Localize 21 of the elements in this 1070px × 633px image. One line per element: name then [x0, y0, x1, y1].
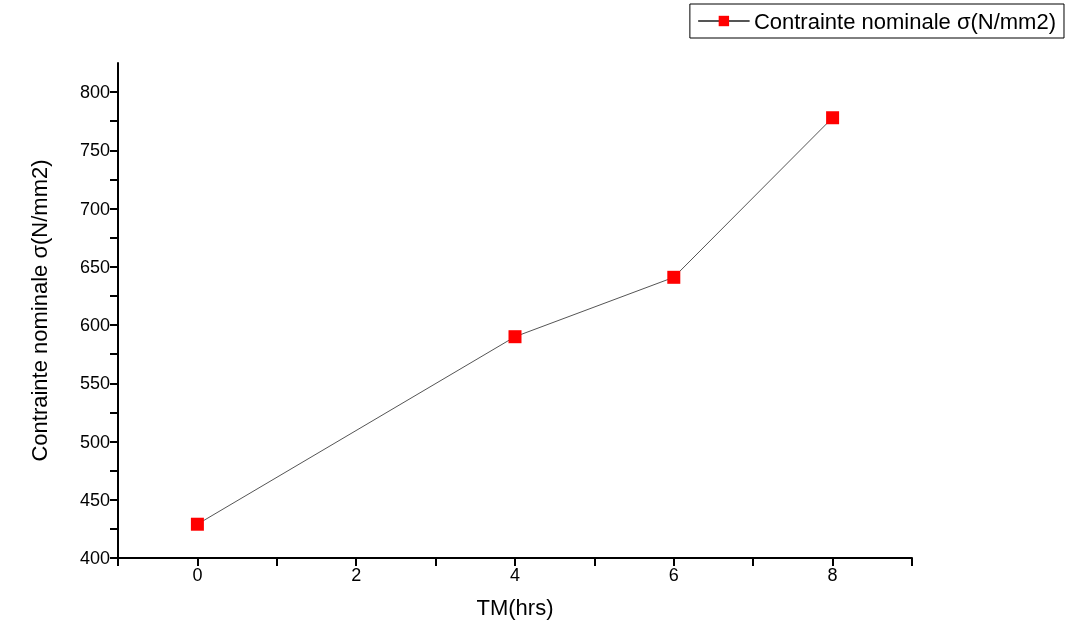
x-tick-label: 8 — [827, 565, 838, 585]
y-tick-label: 500 — [79, 431, 110, 452]
x-tick-label: 6 — [668, 565, 679, 585]
y-tick-label: 550 — [79, 373, 110, 394]
x-axis-title: TM(hrs) — [476, 594, 554, 620]
x-tick-label: 2 — [351, 565, 362, 585]
y-tick-label: 750 — [79, 140, 110, 161]
y-tick-label: 450 — [79, 489, 110, 510]
point — [826, 111, 840, 125]
y-tick-label: 600 — [79, 315, 110, 336]
y-tick-label: 800 — [79, 82, 110, 103]
point — [508, 330, 522, 344]
y-tick-label: 700 — [79, 198, 110, 219]
point — [667, 270, 681, 284]
x-tick-label: 4 — [509, 565, 521, 585]
y-axis-title: Contrainte nominale σ(N/mm2) — [26, 159, 52, 462]
y-tick-label: 400 — [79, 548, 110, 568]
y-tick-label: 650 — [79, 256, 110, 277]
legend-label: Contrainte nominale σ(N/mm2) — [753, 8, 1056, 34]
x-tick-label: 0 — [192, 565, 203, 585]
point — [190, 517, 204, 531]
